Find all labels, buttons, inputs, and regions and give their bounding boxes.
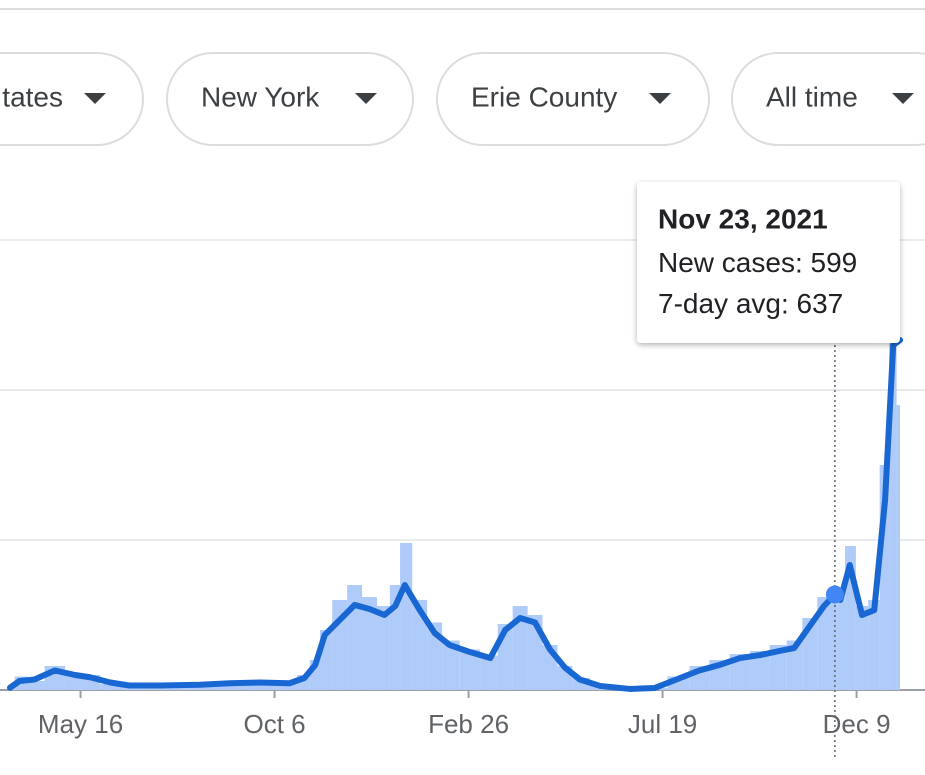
bar [412,600,428,690]
bar [729,654,751,690]
bar [769,645,787,690]
x-tick-label: May 16 [38,709,123,739]
filter-chip[interactable]: All time [731,52,925,146]
x-tick-label: Jul 19 [628,709,697,739]
bar [389,585,401,690]
bar [480,655,498,690]
tooltip: Nov 23, 2021 New cases: 599 7-day avg: 637 [637,182,900,343]
chip-outline [731,52,925,146]
bar [837,592,846,690]
bar [309,660,321,690]
bar [889,315,897,690]
tooltip-line: New cases: 599 [658,247,857,278]
filter-chip[interactable]: New York [166,52,414,146]
plot: May 16 Oct 6 Feb 26 Jul 19 Dec 9 [0,239,925,760]
tooltip-line: 7-day avg: 637 [658,288,843,319]
bar [817,597,830,690]
series-name: New cases [658,247,795,278]
series-value: 599 [811,247,858,278]
chip-label: New York [201,81,320,112]
bar [274,682,297,690]
hover-dot [825,585,844,604]
x-tick-label: Feb 26 [428,709,509,739]
dropdown-arrow [84,93,106,104]
x-tick-label: Oct 6 [243,709,305,739]
bar [845,546,856,690]
bar [26,681,45,690]
series-name: 7-day avg [658,288,781,319]
bar [347,585,363,690]
avg-line [7,337,903,692]
bar [459,649,481,690]
bar [879,465,890,690]
chip-outline [436,52,710,146]
chip-label: tates [2,81,63,112]
bar [868,600,880,690]
series-value: 637 [797,288,844,319]
bar [896,405,900,690]
filter-chip[interactable]: tates [0,52,144,146]
chip-label: All time [766,81,858,112]
chip-outline [166,52,414,146]
bar [244,683,275,690]
bar [376,606,390,690]
dropdown-arrow [649,93,671,104]
dropdown-arrow [355,93,377,104]
tooltip-box [637,182,900,343]
bar [362,597,377,690]
chip-outline [0,52,144,146]
dropdown-arrow [892,93,914,104]
bar [400,543,413,690]
bar [786,640,803,690]
x-tick-label: Dec 9 [823,709,891,739]
bar [442,640,460,690]
bar [750,651,770,690]
bar [855,606,869,690]
bar [512,606,528,690]
bar [829,600,838,690]
bar [100,684,120,690]
filter-chip[interactable]: Erie County [436,52,710,146]
chip-label: Erie County [471,81,617,112]
tooltip-date: Nov 23, 2021 [658,203,828,234]
